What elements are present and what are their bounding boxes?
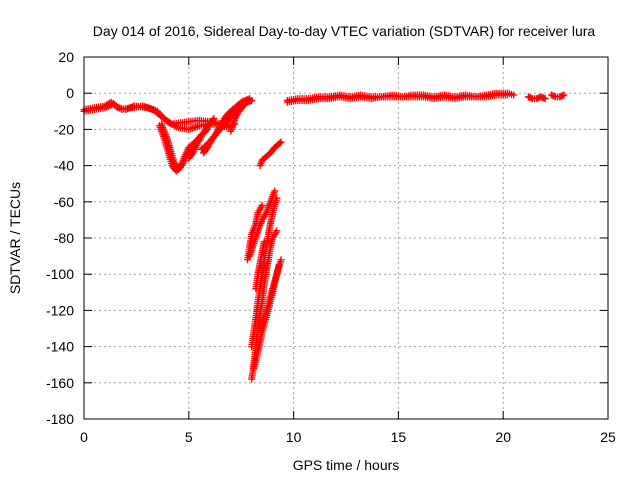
- data-point: [277, 256, 285, 264]
- y-tick-label: 20: [58, 49, 74, 65]
- data-point: [258, 201, 266, 209]
- data-point: [503, 91, 511, 99]
- y-tick-label: -60: [54, 194, 74, 210]
- y-tick-label: -100: [46, 266, 74, 282]
- data-point: [560, 91, 568, 99]
- data-point: [273, 194, 281, 202]
- data-point: [210, 115, 218, 123]
- x-tick-label: 15: [391, 429, 407, 445]
- x-tick-label: 5: [185, 429, 193, 445]
- y-tick-label: -20: [54, 121, 74, 137]
- grid: [84, 57, 608, 419]
- data-point: [166, 119, 174, 127]
- data-point: [209, 116, 217, 124]
- data-layer: [80, 89, 568, 383]
- ticks: [83, 56, 609, 420]
- chart-title: Day 014 of 2016, Sidereal Day-to-day VTE…: [93, 23, 596, 39]
- y-tick-label: -120: [46, 302, 74, 318]
- data-point: [541, 95, 549, 103]
- tick-labels: 20 0 -20 -40 -60 -80 -100 -120 -140 -160 -180 0 5 10 1…: [46, 49, 616, 445]
- y-tick-label: -160: [46, 375, 74, 391]
- y-tick-label: 0: [66, 85, 74, 101]
- data-point: [273, 227, 281, 235]
- data-point: [277, 138, 285, 146]
- x-axis-title: GPS time / hours: [293, 457, 400, 473]
- x-tick-label: 10: [286, 429, 302, 445]
- data-point: [242, 98, 250, 106]
- data-point: [271, 187, 279, 195]
- data-point: [510, 91, 518, 99]
- y-tick-label: -80: [54, 230, 74, 246]
- y-axis-title: SDTVAR / TECUs: [7, 182, 23, 294]
- x-tick-label: 25: [600, 429, 616, 445]
- data-point: [260, 238, 268, 246]
- data-point: [276, 139, 284, 147]
- x-tick-label: 0: [80, 429, 88, 445]
- y-tick-label: -140: [46, 339, 74, 355]
- x-tick-label: 20: [495, 429, 511, 445]
- data-point: [243, 96, 251, 104]
- y-tick-label: -180: [46, 411, 74, 427]
- y-tick-label: -40: [54, 158, 74, 174]
